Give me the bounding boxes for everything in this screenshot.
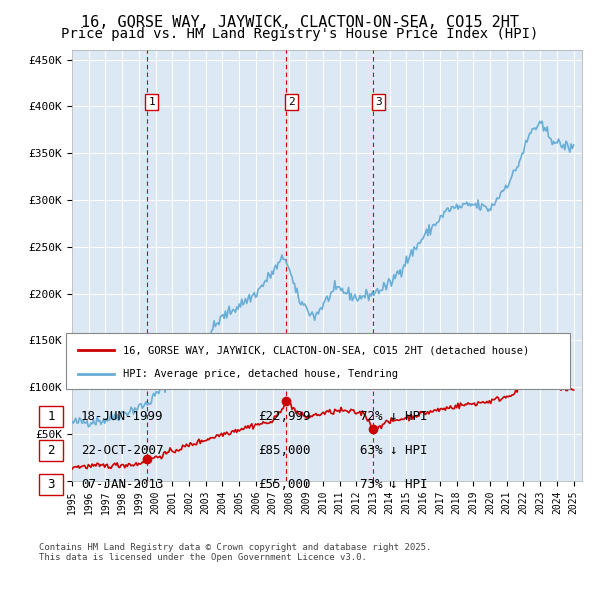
Text: £22,999: £22,999 [258, 410, 311, 423]
Text: Price paid vs. HM Land Registry's House Price Index (HPI): Price paid vs. HM Land Registry's House … [61, 27, 539, 41]
Text: 22-OCT-2007: 22-OCT-2007 [81, 444, 163, 457]
Text: £85,000: £85,000 [258, 444, 311, 457]
Text: 16, GORSE WAY, JAYWICK, CLACTON-ON-SEA, CO15 2HT: 16, GORSE WAY, JAYWICK, CLACTON-ON-SEA, … [81, 15, 519, 30]
Text: 73% ↓ HPI: 73% ↓ HPI [360, 478, 427, 491]
Text: 2: 2 [47, 444, 55, 457]
Text: 3: 3 [47, 478, 55, 491]
Text: 1: 1 [47, 410, 55, 423]
Text: 07-JAN-2013: 07-JAN-2013 [81, 478, 163, 491]
Text: HPI: Average price, detached house, Tendring: HPI: Average price, detached house, Tend… [123, 369, 398, 379]
Text: 72% ↓ HPI: 72% ↓ HPI [360, 410, 427, 423]
Text: Contains HM Land Registry data © Crown copyright and database right 2025.: Contains HM Land Registry data © Crown c… [39, 543, 431, 552]
Text: 18-JUN-1999: 18-JUN-1999 [81, 410, 163, 423]
Text: 3: 3 [375, 97, 382, 107]
Text: £55,000: £55,000 [258, 478, 311, 491]
Text: 16, GORSE WAY, JAYWICK, CLACTON-ON-SEA, CO15 2HT (detached house): 16, GORSE WAY, JAYWICK, CLACTON-ON-SEA, … [123, 345, 529, 355]
Text: This data is licensed under the Open Government Licence v3.0.: This data is licensed under the Open Gov… [39, 553, 367, 562]
Text: 63% ↓ HPI: 63% ↓ HPI [360, 444, 427, 457]
Text: 1: 1 [148, 97, 155, 107]
Text: 2: 2 [288, 97, 295, 107]
